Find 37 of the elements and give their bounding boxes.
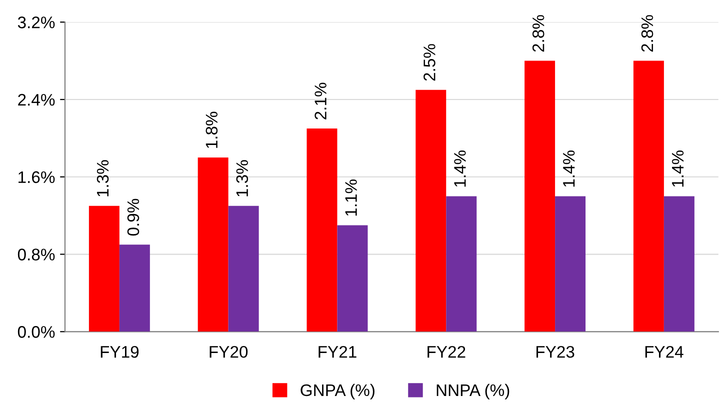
bar bbox=[524, 60, 556, 332]
bar bbox=[198, 158, 228, 332]
legend-label: GNPA (%) bbox=[300, 384, 374, 400]
y-tick-label: 0.8% bbox=[18, 248, 55, 260]
x-tick-label: FY19 bbox=[100, 346, 139, 358]
bar bbox=[416, 90, 446, 332]
x-tick-label: FY23 bbox=[536, 346, 574, 358]
data-label: 2.8% bbox=[641, 15, 654, 52]
data-label: 1.3% bbox=[96, 160, 109, 196]
data-label: 1.3% bbox=[236, 160, 248, 196]
x-tick-label: FY20 bbox=[210, 346, 248, 358]
data-label: 1.4% bbox=[454, 150, 466, 187]
bar bbox=[633, 60, 664, 332]
data-label: 1.4% bbox=[672, 150, 684, 187]
legend-label: NNPA (%) bbox=[436, 384, 510, 400]
bar bbox=[337, 225, 368, 332]
data-label: 1.4% bbox=[563, 150, 575, 187]
bar bbox=[119, 244, 150, 332]
y-tick-label: 0.0% bbox=[18, 326, 55, 338]
y-tick-label: 2.4% bbox=[18, 94, 55, 106]
x-tick-label: FY22 bbox=[428, 346, 466, 358]
data-label: 2.5% bbox=[424, 44, 436, 81]
x-tick-label: FY21 bbox=[318, 346, 356, 358]
bar bbox=[228, 206, 259, 332]
data-label: 1.1% bbox=[345, 180, 357, 216]
bar bbox=[306, 128, 338, 332]
y-tick-label: 3.2% bbox=[18, 16, 55, 28]
data-label: 2.8% bbox=[532, 15, 544, 52]
bar bbox=[664, 196, 694, 332]
bar bbox=[555, 196, 586, 332]
y-tick-label: 1.6% bbox=[18, 171, 55, 184]
x-tick-label: FY24 bbox=[645, 346, 684, 358]
bar bbox=[446, 196, 477, 332]
data-label: 0.9% bbox=[127, 198, 140, 236]
bar bbox=[88, 206, 120, 332]
data-label: 1.8% bbox=[206, 112, 218, 148]
data-label: 2.1% bbox=[314, 82, 326, 120]
